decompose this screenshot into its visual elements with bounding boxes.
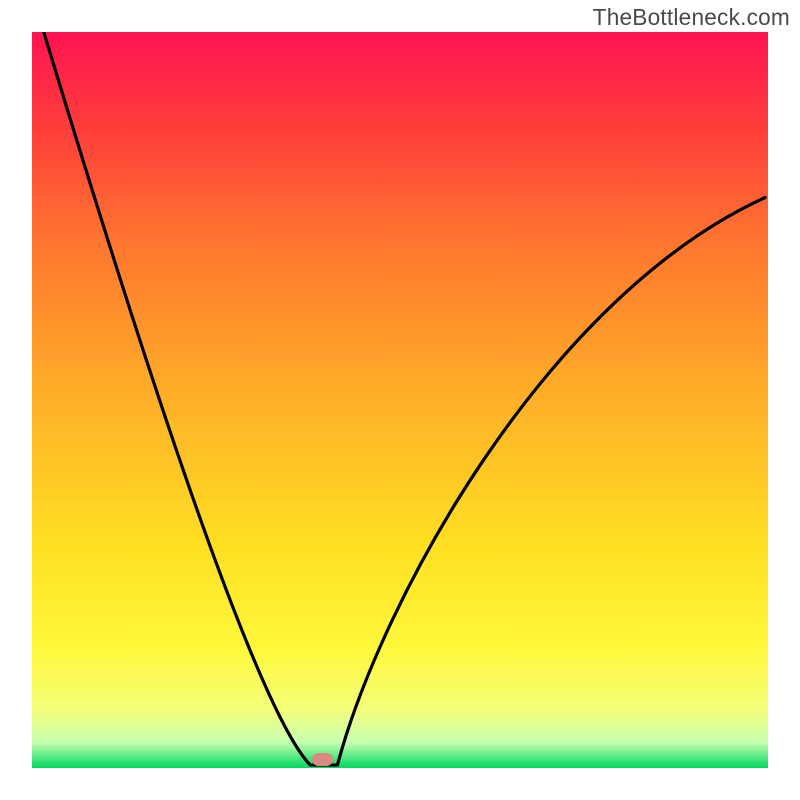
plot-axes (32, 32, 768, 768)
figure-root: TheBottleneck.com (0, 0, 800, 800)
curve-path (44, 32, 765, 765)
bottleneck-curve (32, 32, 768, 768)
watermark-text: TheBottleneck.com (593, 4, 790, 31)
optimal-point-marker (312, 753, 333, 766)
